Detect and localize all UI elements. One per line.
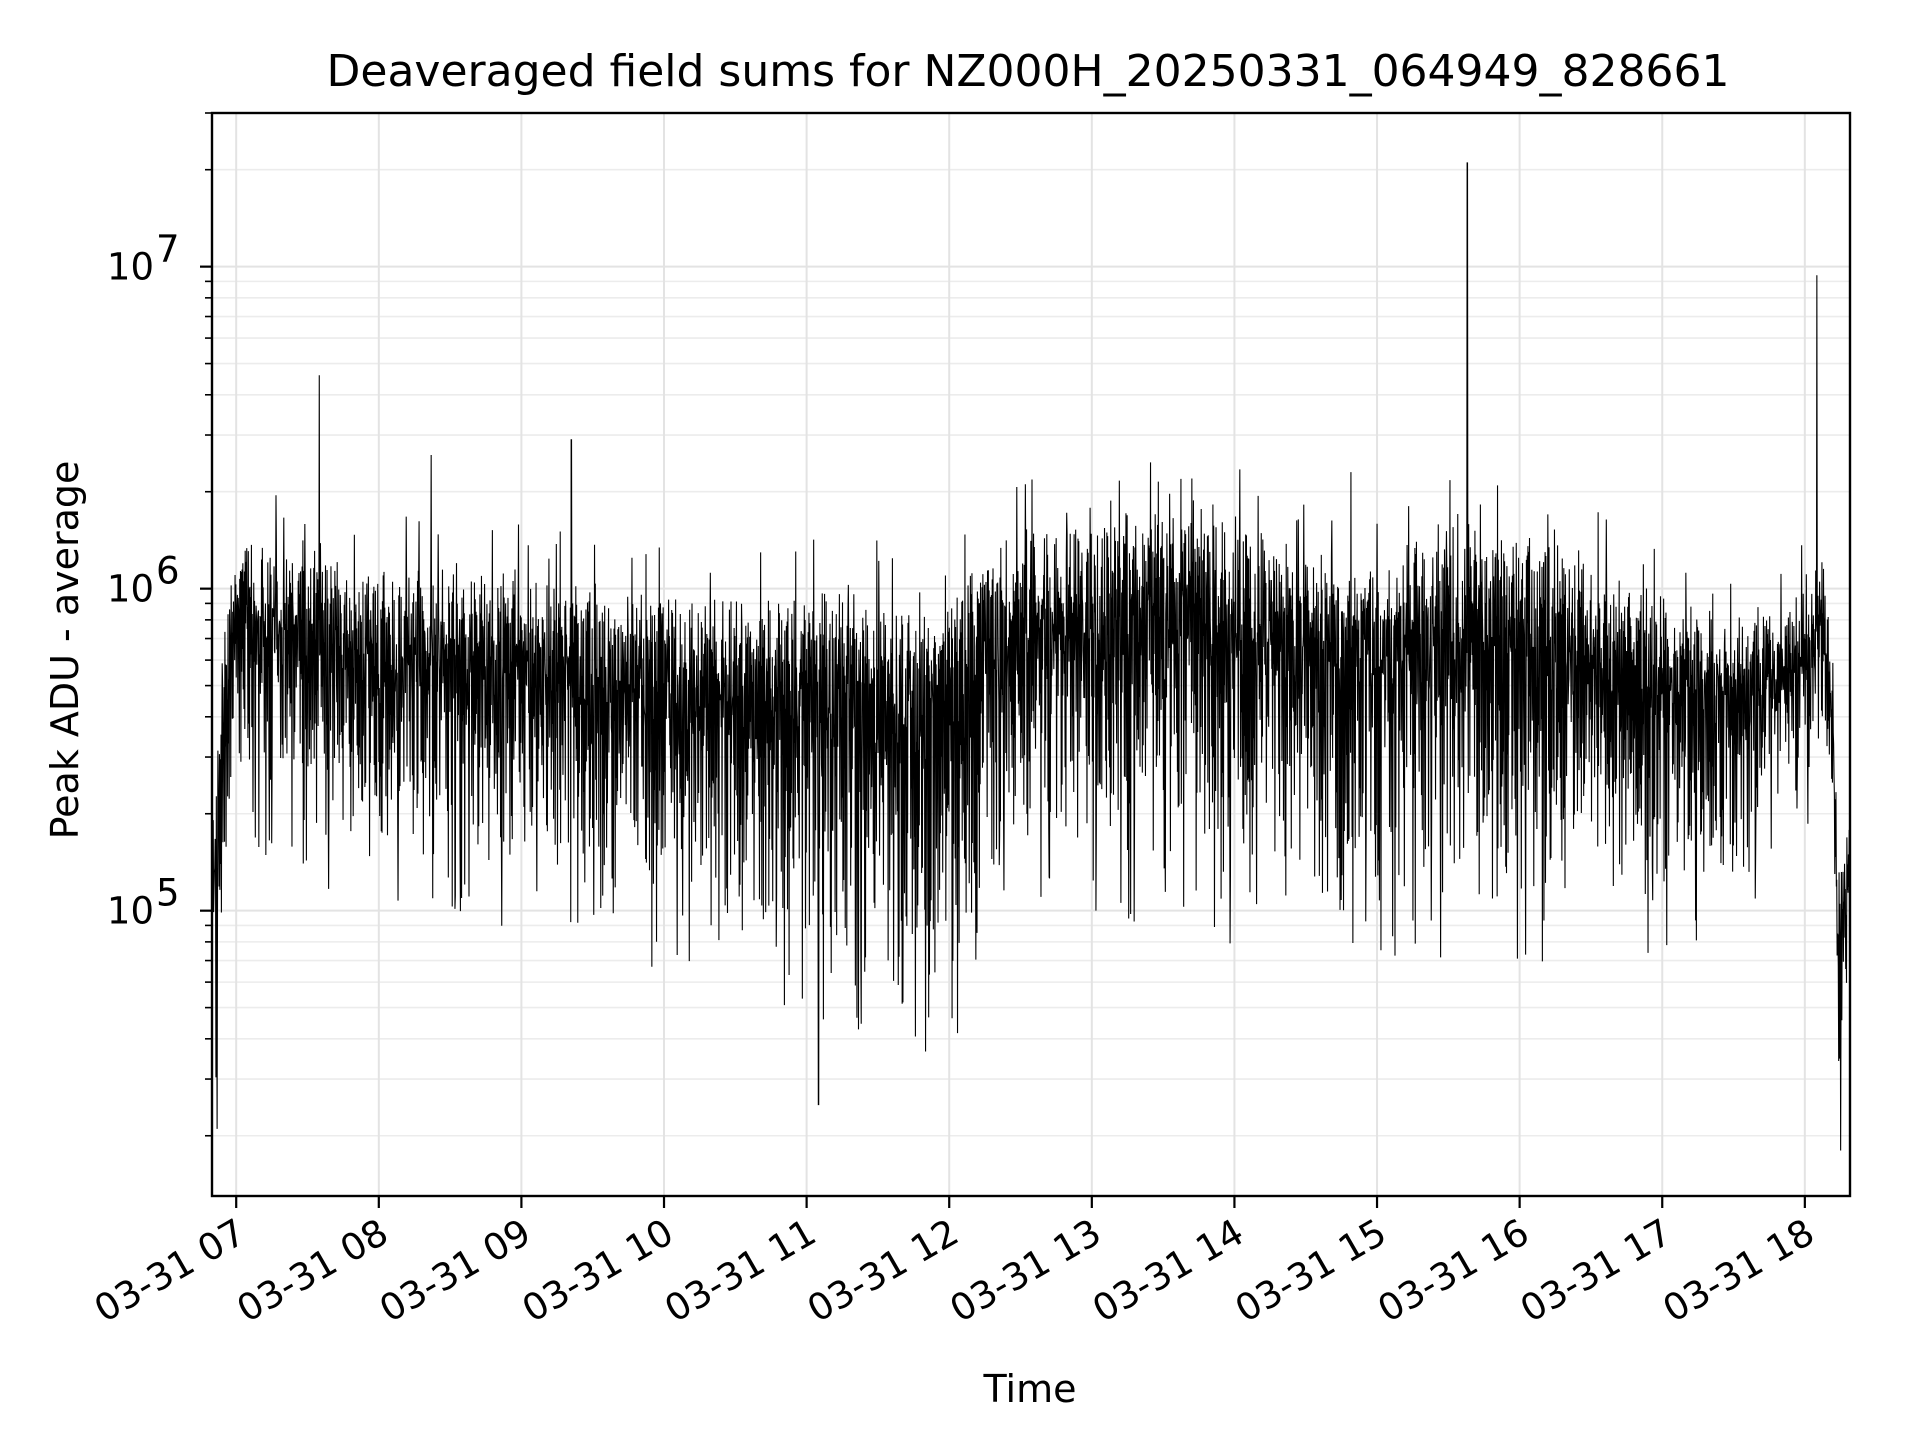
y-tick-label-base: 10 — [107, 890, 154, 933]
y-tick-label-exponent: 6 — [156, 550, 180, 593]
y-tick-label-exponent: 5 — [156, 872, 180, 915]
y-axis-label: Peak ADU - average — [43, 461, 87, 840]
y-tick-label-base: 10 — [107, 246, 154, 289]
axis-ticks — [200, 112, 1806, 1208]
data-series — [211, 162, 1851, 1151]
series-line — [211, 162, 1851, 1151]
y-tick-label: 10 5 — [107, 872, 180, 933]
y-tick-label: 10 6 — [107, 550, 180, 611]
chart-title: Deaveraged field sums for NZ000H_2025033… — [327, 46, 1730, 97]
plot-frame — [210, 111, 1852, 1198]
y-tick-label-base: 10 — [107, 568, 154, 611]
y-tick-label-exponent: 7 — [156, 228, 180, 271]
x-axis-label: Time — [983, 1367, 1077, 1411]
y-tick-label: 10 7 — [107, 228, 180, 289]
